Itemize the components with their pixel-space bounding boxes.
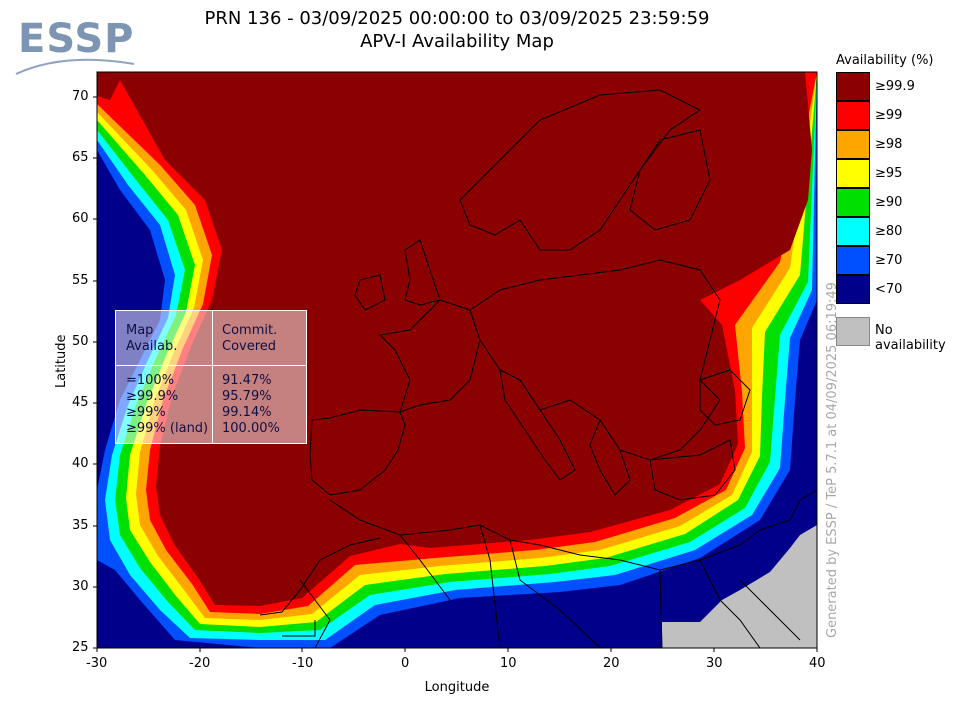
stat-value: 100.00% (222, 421, 280, 436)
no-availability-swatch (836, 317, 870, 346)
commitment-covered-header: Commit. Covered (222, 323, 278, 354)
y-tick: 50 (72, 334, 89, 349)
essp-logo: ESSP (14, 12, 135, 86)
legend-swatch (836, 130, 870, 159)
legend-label: ≥90 (875, 195, 903, 210)
x-tick: 10 (500, 656, 517, 671)
logo-swoosh (15, 58, 135, 75)
y-tick: 70 (72, 89, 89, 104)
stat-label: =100% (126, 373, 175, 388)
table-divider (212, 311, 213, 443)
stat-value: 99.14% (222, 405, 272, 420)
x-tick: 0 (401, 656, 410, 671)
y-tick: 25 (72, 640, 89, 655)
stat-label: ≥99% (land) (126, 421, 209, 436)
legend-label: ≥99 (875, 108, 903, 123)
stat-label: ≥99% (126, 405, 166, 420)
map-availability-header: Map Availab. (126, 323, 178, 354)
legend-label: ≥99.9 (875, 79, 915, 94)
legend-swatch (836, 275, 870, 304)
legend-swatch (836, 72, 870, 101)
x-tick: -10 (292, 656, 314, 671)
legend-title: Availability (%) (836, 53, 934, 68)
legend-swatch (836, 217, 870, 246)
generated-by-note: Generated by ESSP / TeP 5.7.1 at 04/09/2… (825, 282, 840, 638)
map-subtitle: APV-I Availability Map (360, 31, 554, 52)
legend-label: ≥70 (875, 253, 903, 268)
y-tick: 65 (72, 150, 89, 165)
y-tick: 45 (72, 395, 89, 410)
x-tick: 30 (706, 656, 723, 671)
map-title: PRN 136 - 03/09/2025 00:00:00 to 03/09/2… (204, 8, 710, 29)
table-divider (116, 365, 306, 366)
x-tick: -30 (86, 656, 108, 671)
coverage-stats-table: Map Availab. Commit. Covered =100% ≥99.9… (115, 310, 307, 444)
coastlines (259, 89, 817, 648)
y-tick: 30 (72, 579, 89, 594)
plot-frame (96, 71, 818, 649)
no-availability-region (662, 525, 817, 648)
y-axis-label: Latitude (54, 334, 69, 388)
legend-swatch (836, 246, 870, 275)
legend-swatch (836, 159, 870, 188)
legend-swatch (836, 101, 870, 130)
stat-value: 91.47% (222, 373, 272, 388)
y-tick: 35 (72, 518, 89, 533)
no-availability-label: No availability (875, 323, 946, 353)
stat-value: 95.79% (222, 389, 272, 404)
x-tick: -20 (189, 656, 211, 671)
legend-label: ≥80 (875, 224, 903, 239)
tick-marks (93, 96, 818, 652)
stat-label: ≥99.9% (126, 389, 179, 404)
y-tick: 60 (72, 211, 89, 226)
band-99-9 (97, 72, 812, 606)
legend-label: <70 (875, 282, 903, 297)
y-tick: 40 (72, 456, 89, 471)
logo-text: ESSP (18, 16, 135, 62)
availability-levels: =100% ≥99.9% ≥99% ≥99% (land) (126, 373, 208, 437)
legend-label: ≥98 (875, 137, 903, 152)
legend-label: ≥95 (875, 166, 903, 181)
x-tick: 20 (603, 656, 620, 671)
coverage-values: 91.47% 95.79% 99.14% 100.00% (222, 373, 280, 437)
y-tick: 55 (72, 273, 89, 288)
legend-swatch (836, 188, 870, 217)
x-tick: 40 (809, 656, 826, 671)
x-axis-label: Longitude (424, 680, 490, 695)
